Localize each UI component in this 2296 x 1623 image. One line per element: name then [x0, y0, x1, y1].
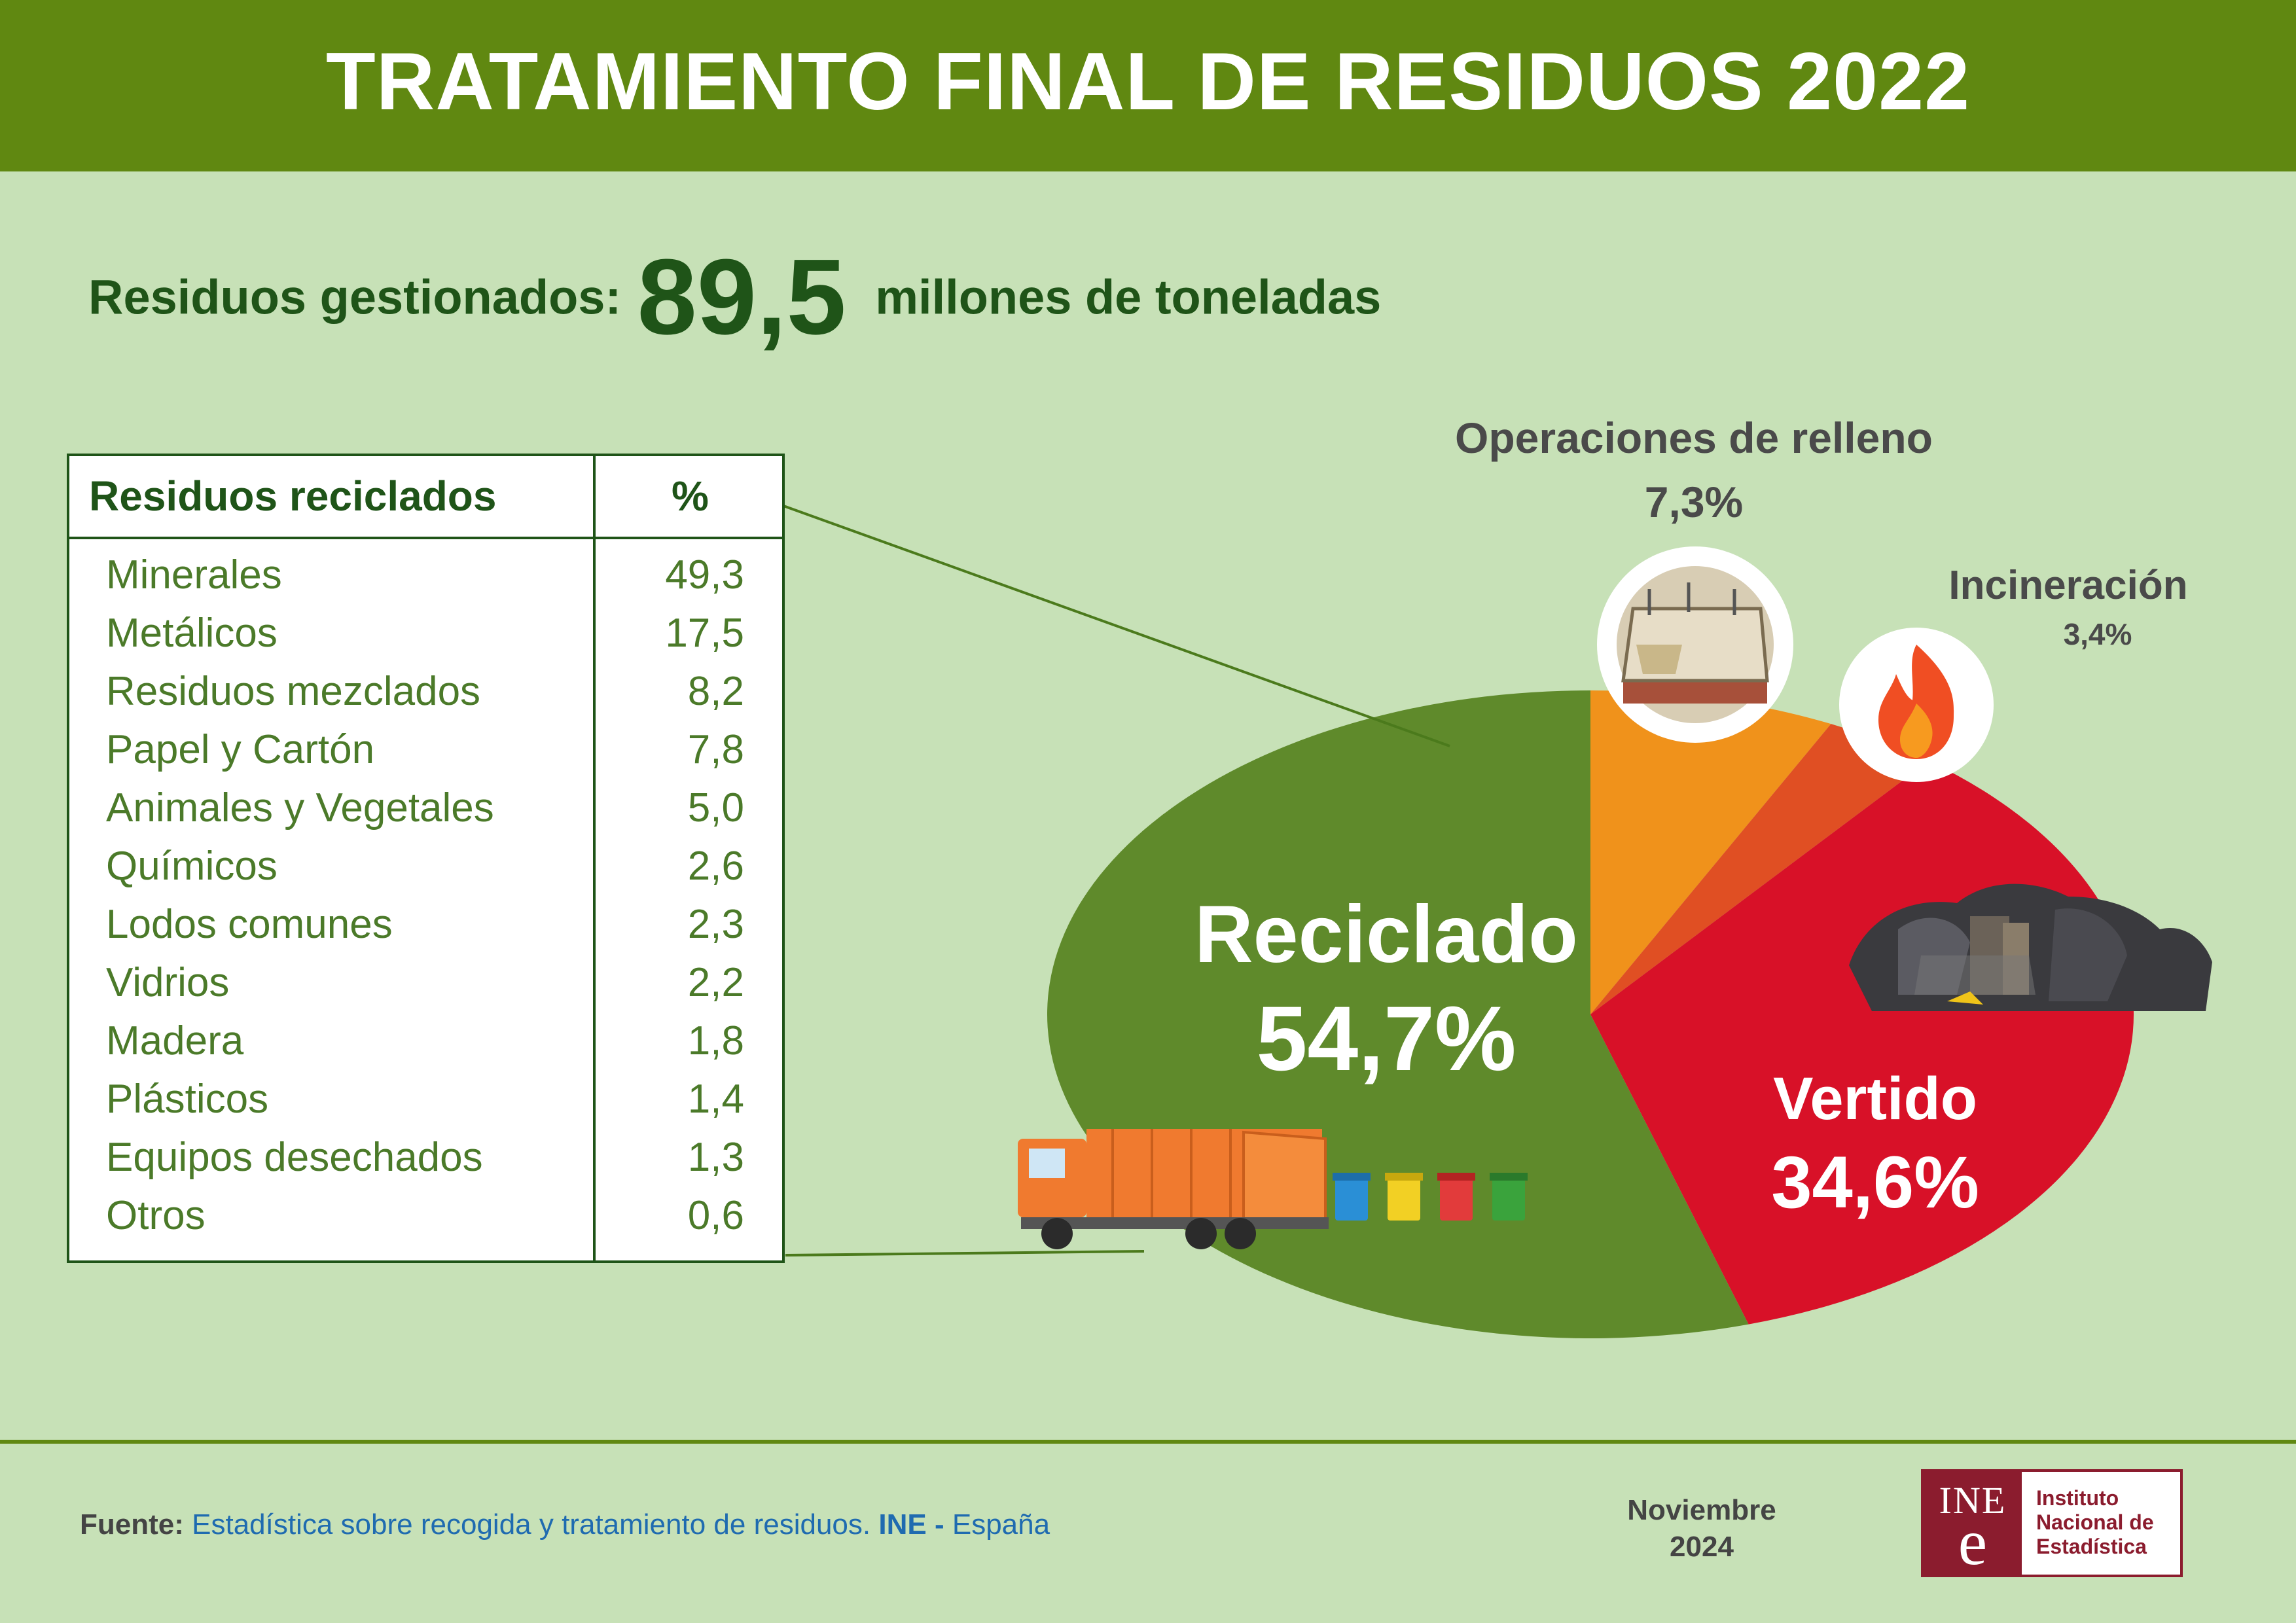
header-bar: TRATAMIENTO FINAL DE RESIDUOS 2022 [0, 0, 2296, 171]
row-category: Otros [106, 1193, 206, 1238]
row-percent: 2,2 [687, 960, 744, 1005]
slice-label-relleno: Operaciones de relleno [1455, 414, 1933, 462]
source-dash: - [934, 1508, 944, 1541]
row-percent: 1,3 [687, 1135, 744, 1180]
source-country: España [952, 1508, 1050, 1541]
table-header: Residuos reciclados % [69, 456, 782, 539]
publication-date: Noviembre 2024 [1597, 1492, 1806, 1565]
row-percent: 5,0 [687, 785, 744, 830]
table-row: Químicos 2,6 [69, 837, 782, 895]
table-row: Plásticos 1,4 [69, 1070, 782, 1128]
fire-icon [1839, 628, 1994, 782]
summary-label: Residuos gestionados: [88, 270, 622, 325]
row-category: Vidrios [106, 960, 230, 1005]
row-percent: 8,2 [687, 669, 744, 714]
table-row: Lodos comunes 2,3 [69, 895, 782, 954]
source-note: Fuente: Estadística sobre recogida y tra… [80, 1508, 1050, 1541]
table-header-category: Residuos reciclados [89, 473, 497, 520]
source-text: Estadística sobre recogida y tratamiento… [192, 1508, 871, 1541]
slice-value-reciclado: 54,7% [1257, 987, 1516, 1090]
table-row: Vidrios 2,2 [69, 954, 782, 1012]
table-row: Equipos desechados 1,3 [69, 1128, 782, 1186]
summary-unit: millones de toneladas [875, 270, 1382, 325]
pie-slice-operaciones-de-relleno [1590, 690, 1831, 1014]
pie-slice-incineraci-n [1590, 724, 1929, 1014]
row-percent: 2,6 [687, 844, 744, 889]
logo-line3: Estadística [2036, 1535, 2147, 1558]
table-row: Animales y Vegetales 5,0 [69, 779, 782, 837]
summary-value: 89,5 [637, 237, 846, 357]
summary-line: Residuos gestionados: 89,5 millones de t… [88, 236, 1381, 366]
landfill-site-icon [1597, 546, 1793, 743]
table-row: Residuos mezclados 8,2 [69, 662, 782, 721]
page-title: TRATAMIENTO FINAL DE RESIDUOS 2022 [325, 37, 1971, 127]
slice-label-vertido: Vertido [1773, 1065, 1977, 1132]
table-row: Otros 0,6 [69, 1186, 782, 1245]
row-percent: 2,3 [687, 902, 744, 947]
garbage-pile-icon [1849, 883, 2212, 1011]
date-year: 2024 [1670, 1531, 1734, 1563]
row-percent: 17,5 [665, 611, 744, 656]
row-category: Equipos desechados [106, 1135, 483, 1180]
row-percent: 1,4 [687, 1077, 744, 1122]
slice-value-incineracion: 3,4% [2064, 617, 2132, 651]
row-category: Papel y Cartón [106, 727, 375, 772]
table-row: Metálicos 17,5 [69, 604, 782, 662]
logo-abbr: INE [1939, 1479, 2007, 1522]
row-percent: 0,6 [687, 1193, 744, 1238]
recycling-truck-icon [1018, 1129, 1528, 1249]
source-ine: INE [878, 1508, 927, 1541]
ine-logo: INE e Instituto Nacional de Estadística [1921, 1469, 2183, 1577]
recycled-waste-table: Residuos reciclados % Minerales 49,3 Metál… [67, 454, 785, 1263]
row-category: Químicos [106, 844, 278, 889]
source-label: Fuente: [80, 1508, 184, 1541]
slice-label-reciclado: Reciclado [1194, 889, 1578, 980]
row-category: Minerales [106, 552, 282, 597]
slice-label-incineracion: Incineración [1948, 563, 2187, 608]
connector-line-top [768, 499, 1450, 747]
row-category: Metálicos [106, 611, 278, 656]
row-category: Plásticos [106, 1077, 269, 1122]
logo-line1: Instituto [2036, 1486, 2119, 1510]
logo-e: e [1958, 1506, 1988, 1578]
table-row: Papel y Cartón 7,8 [69, 721, 782, 779]
slice-value-vertido: 34,6% [1771, 1141, 1979, 1223]
footer-divider [0, 1440, 2296, 1444]
table-divider [593, 456, 596, 1260]
table-header-percent: % [672, 473, 709, 520]
logo-text: Instituto Nacional de Estadística [2036, 1486, 2154, 1559]
row-category: Lodos comunes [106, 902, 393, 947]
ine-logo-mark: INE e [1924, 1472, 2022, 1575]
row-percent: 7,8 [687, 727, 744, 772]
connector-line-bottom [785, 1250, 1145, 1257]
date-month: Noviembre [1627, 1494, 1776, 1526]
table-row: Minerales 49,3 [69, 546, 782, 604]
row-category: Animales y Vegetales [106, 785, 494, 830]
row-category: Residuos mezclados [106, 669, 481, 714]
row-percent: 1,8 [687, 1018, 744, 1063]
slice-value-relleno: 7,3% [1645, 478, 1743, 526]
row-percent: 49,3 [665, 552, 744, 597]
logo-line2: Nacional de [2036, 1510, 2154, 1534]
row-category: Madera [106, 1018, 244, 1063]
table-row: Madera 1,8 [69, 1012, 782, 1070]
